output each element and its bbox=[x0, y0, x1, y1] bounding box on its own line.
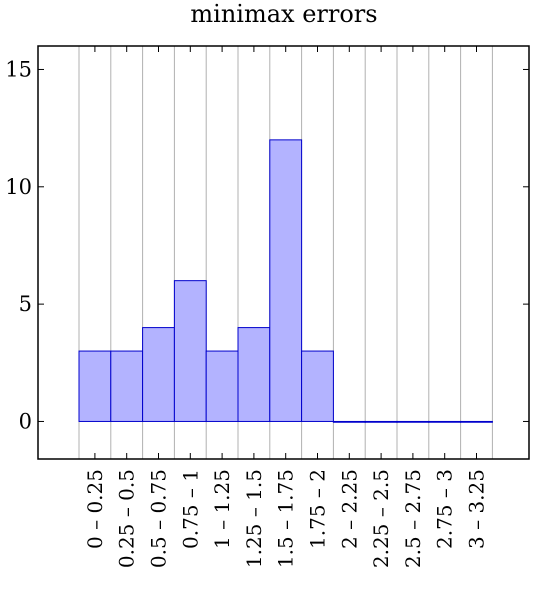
x-grid-lines bbox=[78, 46, 493, 459]
x-tick-label: 2.5 – 2.75 bbox=[401, 469, 425, 568]
x-tick-label: 1.5 – 1.75 bbox=[274, 469, 298, 568]
x-tick-label: 0.75 – 1 bbox=[178, 469, 202, 549]
bar bbox=[142, 327, 175, 422]
x-tick-label: 0.25 – 0.5 bbox=[115, 469, 139, 568]
bar bbox=[428, 420, 462, 423]
bar bbox=[110, 350, 144, 422]
y-axis-ticks: 0 5 10 15 bbox=[5, 57, 529, 433]
bar bbox=[460, 420, 493, 423]
x-tick-label: 1 – 1.25 bbox=[210, 469, 234, 549]
bar bbox=[173, 280, 207, 422]
y-tick-label: 0 bbox=[19, 409, 32, 433]
x-axis-ticks: 0 – 0.25 0.25 – 0.5 0.5 – 0.75 0.75 – 1 1 – … bbox=[83, 46, 489, 568]
x-tick-label: 3 – 3.25 bbox=[465, 469, 489, 549]
x-tick-label: 0 – 0.25 bbox=[83, 469, 107, 549]
x-tick-label: 2 – 2.25 bbox=[337, 469, 361, 549]
chart-title: minimax errors bbox=[190, 0, 377, 28]
bar bbox=[332, 420, 366, 423]
x-tick-label: 2.75 – 3 bbox=[433, 469, 457, 549]
plot-frame bbox=[37, 45, 530, 460]
y-tick-label: 5 bbox=[19, 292, 32, 316]
y-tick-label: 10 bbox=[5, 175, 32, 199]
bar bbox=[269, 139, 303, 422]
bar bbox=[78, 350, 112, 422]
bar bbox=[396, 420, 430, 423]
bar bbox=[237, 327, 271, 422]
bars bbox=[78, 139, 493, 423]
bar bbox=[301, 350, 334, 422]
bar bbox=[205, 350, 239, 422]
y-tick-label: 15 bbox=[5, 57, 32, 81]
x-tick-label: 0.5 – 0.75 bbox=[147, 469, 171, 568]
x-tick-label: 1.25 – 1.5 bbox=[242, 469, 266, 568]
x-tick-label: 2.25 – 2.5 bbox=[369, 469, 393, 568]
bar bbox=[364, 420, 398, 423]
x-tick-label: 1.75 – 2 bbox=[306, 469, 330, 549]
